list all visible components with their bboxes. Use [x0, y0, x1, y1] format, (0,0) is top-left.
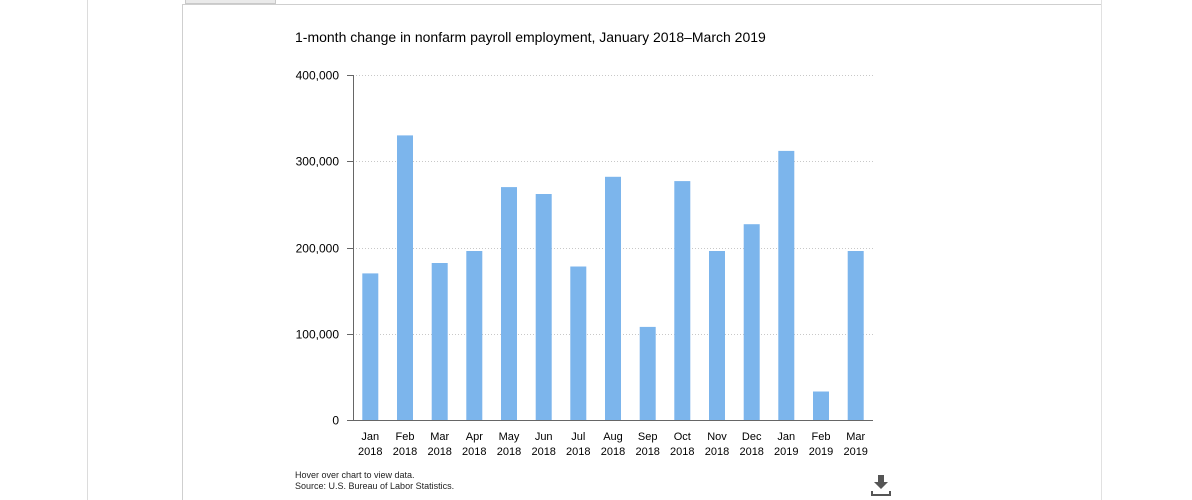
- bar[interactable]: [605, 176, 621, 420]
- x-tick-label-month: Feb: [812, 431, 831, 443]
- bar[interactable]: [466, 251, 483, 420]
- x-tick-label-year: 2018: [497, 446, 521, 458]
- y-tick-labels: 0 100,000 200,000 300,000 400,000: [296, 69, 340, 428]
- x-tick-label-month: Mar: [846, 431, 865, 443]
- x-tick-label-month: Mar: [430, 431, 449, 443]
- x-tick-label-year: 2018: [739, 446, 763, 458]
- x-tick-label-year: 2018: [358, 446, 382, 458]
- bar[interactable]: [709, 251, 725, 420]
- x-tick-label-year: 2018: [531, 446, 555, 458]
- x-tick-label-month: Apr: [466, 431, 483, 443]
- bar[interactable]: [743, 224, 760, 420]
- chart-title: 1-month change in nonfarm payroll employ…: [295, 29, 766, 45]
- x-tick-label-year: 2019: [843, 446, 867, 458]
- download-icon[interactable]: [871, 474, 891, 496]
- chart-notes: Hover over chart to view data. Source: U…: [295, 470, 454, 492]
- bars[interactable]: [362, 135, 864, 421]
- x-tick-label-year: 2019: [809, 446, 833, 458]
- chart-panel: [182, 4, 1101, 500]
- y-tick-label: 0: [332, 414, 339, 428]
- x-tick-label-year: 2018: [393, 446, 417, 458]
- right-divider: [1101, 0, 1102, 500]
- x-tick-label-year: 2018: [462, 446, 486, 458]
- source-note: Source: U.S. Bureau of Labor Statistics.: [295, 481, 455, 491]
- y-tick-label: 300,000: [296, 155, 340, 169]
- x-tick-label-month: Dec: [742, 431, 762, 443]
- x-tick-label-year: 2018: [670, 446, 694, 458]
- x-tick-label-month: May: [499, 431, 520, 443]
- y-tick-label: 200,000: [296, 242, 340, 256]
- x-tick-labels: Jan 2018 Feb 2018 Mar 2018 Apr 2018 May 2018 Jun 20…: [358, 431, 868, 458]
- hover-hint: Hover over chart to view data.: [295, 470, 415, 480]
- x-tick-label-month: Jan: [361, 431, 379, 443]
- bar[interactable]: [639, 326, 656, 420]
- x-tick-label-month: Jan: [777, 431, 795, 443]
- x-tick-label-month: Sep: [638, 431, 658, 443]
- bar[interactable]: [847, 251, 864, 420]
- axes: [347, 75, 873, 421]
- x-tick-label-month: Jun: [535, 431, 553, 443]
- x-tick-label-year: 2018: [705, 446, 729, 458]
- bar[interactable]: [501, 187, 517, 420]
- x-tick-label-month: Oct: [674, 431, 691, 443]
- x-tick-label-month: Feb: [396, 431, 415, 443]
- x-tick-label-month: Nov: [707, 431, 727, 443]
- bar[interactable]: [397, 135, 413, 420]
- x-tick-label-year: 2018: [635, 446, 659, 458]
- x-tick-label-month: Jul: [571, 431, 585, 443]
- bar[interactable]: [778, 150, 795, 420]
- tab-stub[interactable]: [185, 0, 276, 4]
- y-tick-label: 100,000: [296, 328, 340, 342]
- bar[interactable]: [674, 181, 691, 420]
- x-tick-label-year: 2018: [566, 446, 590, 458]
- x-tick-label-year: 2018: [601, 446, 625, 458]
- left-divider: [87, 0, 88, 500]
- x-tick-label-month: Aug: [603, 431, 623, 443]
- bar[interactable]: [813, 391, 829, 421]
- x-tick-label-year: 2019: [774, 446, 798, 458]
- x-tick-label-year: 2018: [427, 446, 451, 458]
- bar[interactable]: [362, 273, 379, 420]
- y-tick-label: 400,000: [296, 69, 340, 83]
- bar[interactable]: [570, 266, 587, 421]
- bar[interactable]: [431, 263, 448, 420]
- bar[interactable]: [535, 194, 552, 420]
